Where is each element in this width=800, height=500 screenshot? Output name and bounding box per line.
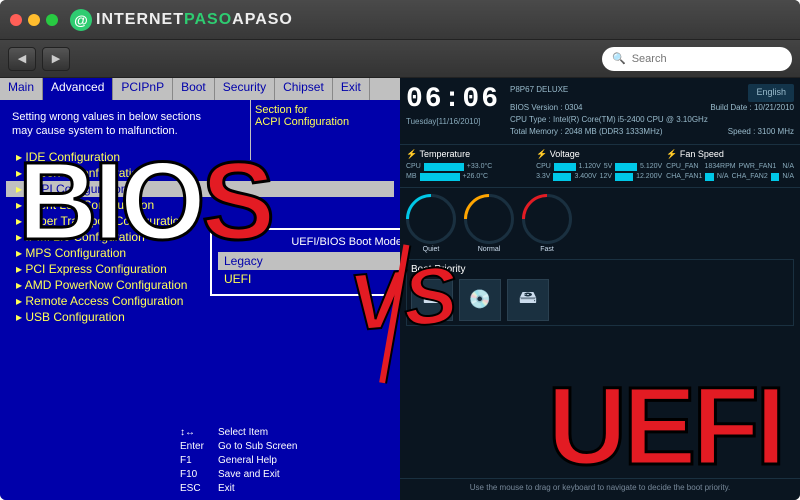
gauge-label: Quiet <box>406 246 456 253</box>
boot-device-hdd[interactable]: 🖴 <box>411 279 453 321</box>
boot-priority-title: Boot Priority <box>411 264 789 275</box>
window-controls <box>10 14 58 26</box>
boot-priority: Boot Priority 🖴 💿 🖴 <box>406 259 794 326</box>
language-selector[interactable]: English <box>748 84 794 102</box>
sensor-row: CPU+33.0°C <box>406 163 532 171</box>
back-button[interactable]: ◀ <box>8 47 36 71</box>
bios-boot-mode-popup: UEFI/BIOS Boot Mode LegacyUEFI <box>210 228 400 296</box>
brand-logo: @ INTERNETPASOAPASO <box>70 9 293 31</box>
cpu-info: CPU Type : Intel(R) Core(TM) i5-2400 CPU… <box>510 114 794 126</box>
bios-tab-boot[interactable]: Boot <box>173 78 215 100</box>
bios-help-row: EnterGo to Sub Screen <box>180 440 298 454</box>
search-input[interactable] <box>632 53 782 65</box>
sensor-volt: ⚡ Voltage CPU1.120V5V5.120V 3.3V3.400V12V1… <box>536 149 662 183</box>
search-icon: 🔍 <box>612 52 626 65</box>
bios-help-row: ESCExit <box>180 482 298 496</box>
brand-part-c: APASO <box>232 11 293 28</box>
sensor-fan: ⚡ Fan Speed CPU_FAN1834RPMPWR_FAN1N/A CHA_… <box>666 149 794 183</box>
boot-device-hdd2[interactable]: 🖴 <box>507 279 549 321</box>
bios-help-row: ↕↔Select Item <box>180 426 298 440</box>
sensor-row: MB+26.0°C <box>406 173 532 181</box>
gauge-quiet[interactable]: Quiet <box>406 194 456 253</box>
uefi-date: Tuesday[11/16/2010] <box>406 117 500 126</box>
bios-help-row: F10Save and Exit <box>180 468 298 482</box>
uefi-panel: 06:06 Tuesday[11/16/2010] P8P67 DELUXE En… <box>400 78 800 500</box>
build-date: Build Date : 10/21/2010 <box>710 102 794 114</box>
gauge-label: Normal <box>464 246 514 253</box>
gauge-label: Fast <box>522 246 572 253</box>
bios-version: BIOS Version : 0304 <box>510 102 583 114</box>
bios-item[interactable]: USB Configuration <box>6 309 394 325</box>
bios-tab-security[interactable]: Security <box>215 78 275 100</box>
search-box: 🔍 <box>602 47 792 71</box>
uefi-footer-hint: Use the mouse to drag or keyboard to nav… <box>400 478 800 496</box>
sensor-title: ⚡ Voltage <box>536 149 662 160</box>
bios-tab-chipset[interactable]: Chipset <box>275 78 333 100</box>
bios-tab-exit[interactable]: Exit <box>333 78 370 100</box>
logo-badge-icon: @ <box>70 9 92 31</box>
sensor-row: CPU_FAN1834RPMPWR_FAN1N/A <box>666 163 794 171</box>
gauge-fast[interactable]: Fast <box>522 194 572 253</box>
bios-help-row: F1General Help <box>180 454 298 468</box>
content-area: MainAdvancedPCIPnPBootSecurityChipsetExi… <box>0 78 800 500</box>
bios-item[interactable]: Event Log Configuration <box>6 197 394 213</box>
browser-window: @ INTERNETPASOAPASO ◀ ▶ 🔍 MainAdvancedPC… <box>0 0 800 500</box>
sensor-temp: ⚡ Temperature CPU+33.0°C MB+26.0°C <box>406 149 532 183</box>
sensor-row: CHA_FAN1N/ACHA_FAN2N/A <box>666 173 794 181</box>
sensor-row: 3.3V3.400V12V12.200V <box>536 173 662 181</box>
sensor-title: ⚡ Temperature <box>406 149 532 160</box>
titlebar: @ INTERNETPASOAPASO <box>0 0 800 40</box>
brand-text: INTERNETPASOAPASO <box>96 11 293 29</box>
sensor-row: CPU1.120V5V5.120V <box>536 163 662 171</box>
gauge-normal[interactable]: Normal <box>464 194 514 253</box>
uefi-clock-block: 06:06 Tuesday[11/16/2010] <box>406 84 500 138</box>
system-performance: Quiet Normal Fast <box>406 194 794 253</box>
bios-tab-pcipnp[interactable]: PCIPnP <box>113 78 173 100</box>
popup-title: UEFI/BIOS Boot Mode <box>218 236 400 248</box>
boot-devices: 🖴 💿 🖴 <box>411 279 789 321</box>
bios-help-box: Section for ACPI Configuration <box>250 100 400 160</box>
bios-panel: MainAdvancedPCIPnPBootSecurityChipsetExi… <box>0 78 400 500</box>
forward-button[interactable]: ▶ <box>42 47 70 71</box>
brand-part-a: INTERNET <box>96 11 184 28</box>
board-name: P8P67 DELUXE <box>510 84 568 102</box>
uefi-header: 06:06 Tuesday[11/16/2010] P8P67 DELUXE En… <box>400 78 800 144</box>
memory-info: Total Memory : 2048 MB (DDR3 1333MHz) <box>510 126 663 138</box>
bios-item[interactable]: Hyper Transport Configuration <box>6 213 394 229</box>
toolbar: ◀ ▶ 🔍 <box>0 40 800 78</box>
uefi-main: Quiet Normal Fast Boot Priority 🖴 💿 🖴 <box>400 188 800 332</box>
bios-item[interactable]: ACPI Configuration <box>6 181 394 197</box>
uefi-sensors: ⚡ Temperature CPU+33.0°C MB+26.0°C ⚡ Voltag… <box>400 144 800 188</box>
boot-device-disc[interactable]: 💿 <box>459 279 501 321</box>
maximize-icon[interactable] <box>46 14 58 26</box>
speed-info: Speed : 3100 MHz <box>728 126 794 138</box>
bios-keyhelp: ↕↔Select ItemEnterGo to Sub ScreenF1Gene… <box>180 426 298 496</box>
minimize-icon[interactable] <box>28 14 40 26</box>
uefi-clock: 06:06 <box>406 84 500 115</box>
popup-option-uefi[interactable]: UEFI <box>218 270 400 288</box>
bios-item[interactable]: SuperIO Configuration <box>6 165 394 181</box>
brand-part-b: PASO <box>184 11 232 28</box>
bios-tabs: MainAdvancedPCIPnPBootSecurityChipsetExi… <box>0 78 400 100</box>
bios-tab-main[interactable]: Main <box>0 78 43 100</box>
uefi-sysinfo: P8P67 DELUXE English BIOS Version : 0304 B… <box>510 84 794 138</box>
bios-tab-advanced[interactable]: Advanced <box>43 78 113 100</box>
popup-option-legacy[interactable]: Legacy <box>218 252 400 270</box>
sensor-title: ⚡ Fan Speed <box>666 149 794 160</box>
close-icon[interactable] <box>10 14 22 26</box>
